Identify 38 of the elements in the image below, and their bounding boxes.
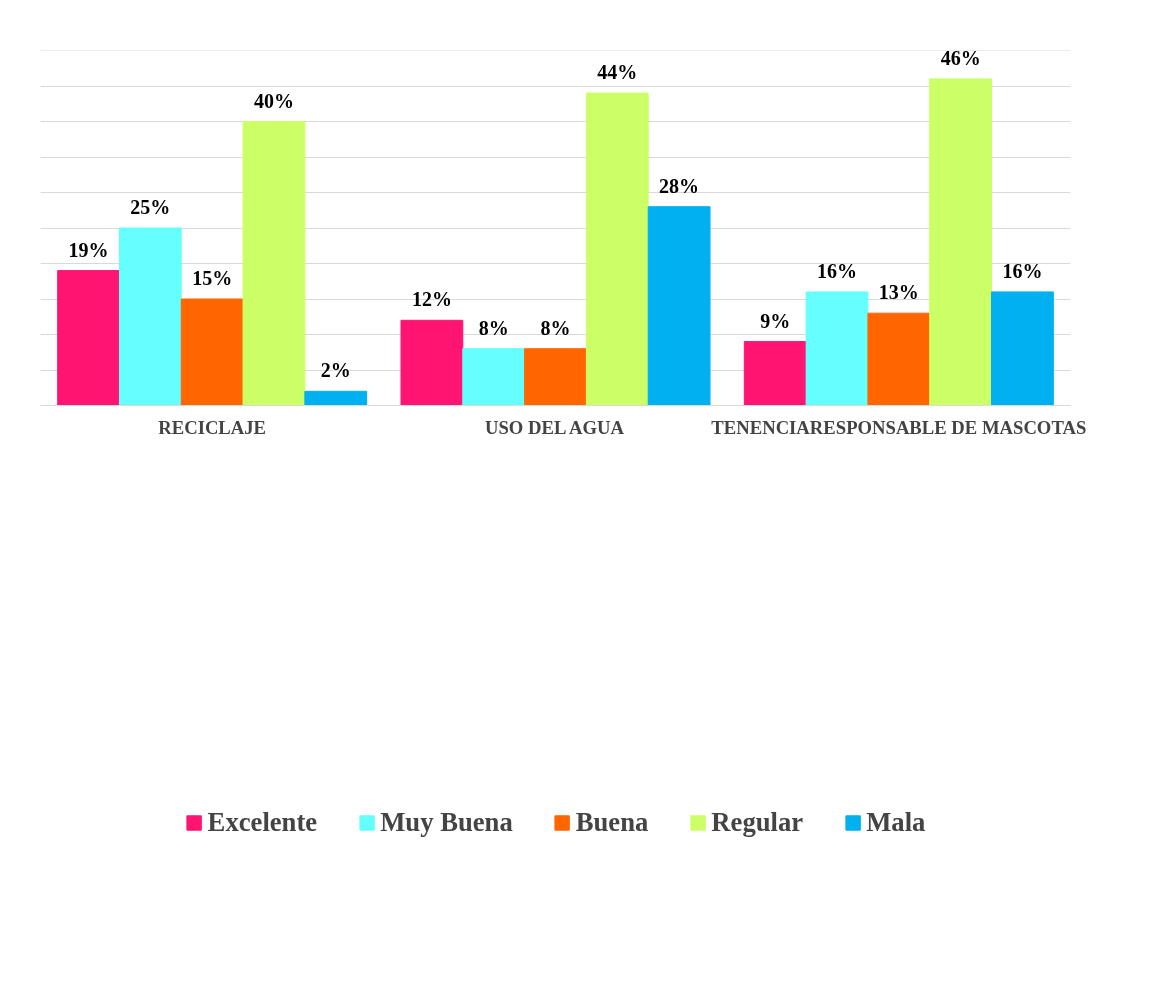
bar (242, 121, 306, 406)
bar (57, 270, 120, 406)
legend-label: Mala (866, 806, 926, 838)
data-label: 8% (478, 316, 509, 339)
data-label: 2% (320, 359, 351, 382)
bar (400, 319, 464, 406)
bar (805, 291, 869, 406)
data-label: 15% (192, 267, 233, 289)
bar (585, 92, 649, 406)
legend-label: Regular (711, 806, 804, 838)
data-label: 19% (68, 238, 109, 261)
bar (118, 227, 182, 406)
bar (524, 348, 587, 406)
data-label: 16% (1002, 259, 1043, 282)
legend-label: Muy Buena (380, 806, 513, 838)
x-tick-label: TENENCIARESPONSABLE DE MASCOTAS (711, 416, 1087, 438)
bar (991, 291, 1054, 406)
bar (462, 348, 526, 406)
data-label: 13% (878, 281, 919, 304)
legend-label: Excelente (207, 806, 318, 838)
data-label: 28% (659, 174, 700, 197)
data-label: 44% (597, 61, 638, 84)
data-label: 16% (817, 259, 858, 282)
data-label: 25% (130, 196, 171, 218)
data-label: 12% (411, 288, 452, 311)
legend-label: Buena (575, 806, 649, 838)
bar (867, 312, 931, 406)
data-label: 40% (253, 89, 294, 112)
x-tick-label: USO DEL AGUA (485, 416, 625, 438)
bar (180, 298, 244, 406)
bar (304, 390, 368, 406)
bar (743, 341, 807, 406)
bar (647, 206, 711, 406)
data-label: 8% (540, 316, 571, 339)
data-label: 9% (760, 309, 791, 332)
bar (929, 78, 993, 406)
data-label: 46% (940, 46, 981, 69)
x-tick-label: RECICLAJE (158, 416, 267, 438)
